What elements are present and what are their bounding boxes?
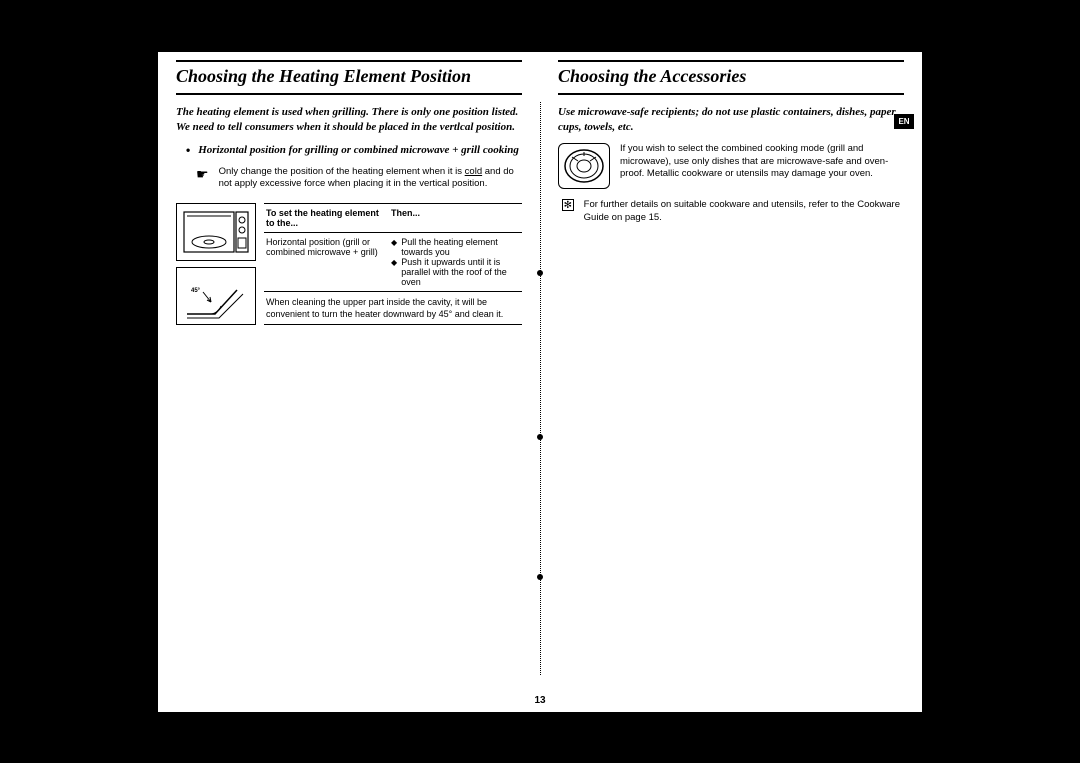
table-cell: ◆Pull the heating element towards you ◆P…: [391, 237, 520, 287]
list-item: ◆Pull the heating element towards you: [391, 237, 520, 257]
right-intro: Use microwave-safe recipients; do not us…: [558, 105, 904, 135]
table-row: Horizontal position (grill or combined m…: [264, 233, 522, 291]
diamond-bullet-icon: ◆: [391, 237, 397, 257]
bullet-marker: •: [186, 143, 190, 158]
column-divider: [540, 102, 541, 675]
hand-icon: ☛: [196, 166, 209, 192]
table-footer: When cleaning the upper part inside the …: [264, 292, 522, 324]
diamond-bullet-icon: ◆: [391, 257, 397, 287]
note-text-pre: Only change the position of the heating …: [219, 166, 465, 177]
angle-illustration-icon: 45°: [181, 272, 251, 320]
left-title: Choosing the Heating Element Position: [176, 64, 522, 89]
rule: [176, 60, 522, 62]
language-tab: EN: [894, 114, 914, 129]
table-header-1: To set the heating element to the...: [266, 208, 385, 228]
angle-label: 45°: [191, 288, 201, 294]
note-text: Only change the position of the heating …: [219, 166, 522, 192]
list-text: Push it upwards until it is parallel wit…: [401, 257, 520, 287]
table-header-2: Then...: [391, 208, 520, 228]
left-column: Choosing the Heating Element Position Th…: [158, 52, 540, 695]
note-cold: cold: [465, 166, 482, 177]
table-cell: Horizontal position (grill or combined m…: [266, 237, 385, 287]
reference-row: ✻ For further details on suitable cookwa…: [562, 199, 904, 225]
plate-text: If you wish to select the combined cooki…: [620, 143, 904, 189]
figure-angle: 45°: [176, 267, 256, 325]
table-header-row: To set the heating element to the... The…: [264, 204, 522, 232]
turntable-plate-icon: [562, 147, 606, 185]
figures: 45°: [176, 203, 256, 331]
right-title: Choosing the Accessories: [558, 64, 904, 89]
rule: [176, 93, 522, 95]
table-rule: [264, 324, 522, 325]
figure-microwave: [176, 203, 256, 261]
plate-block: If you wish to select the combined cooki…: [558, 143, 904, 189]
reference-star-icon: ✻: [562, 199, 574, 211]
bullet-item: • Horizontal position for grilling or co…: [186, 143, 522, 158]
list-text: Pull the heating element towards you: [401, 237, 520, 257]
divider-dot: [537, 434, 543, 440]
right-column: Choosing the Accessories Use microwave-s…: [540, 52, 922, 695]
table-area: 45° To set the heating element to the...…: [176, 203, 522, 331]
left-intro: The heating element is used when grillin…: [176, 105, 522, 135]
manual-page: EN Choosing the Heating Element Position…: [158, 52, 922, 712]
divider-dot: [537, 270, 543, 276]
instruction-table: To set the heating element to the... The…: [264, 203, 522, 331]
note-row: ☛ Only change the position of the heatin…: [196, 166, 522, 192]
columns: EN Choosing the Heating Element Position…: [158, 52, 922, 695]
page-number: 13: [158, 695, 922, 712]
rule: [558, 60, 904, 62]
rule: [558, 93, 904, 95]
divider-dot: [537, 574, 543, 580]
reference-text: For further details on suitable cookware…: [584, 199, 904, 225]
plate-icon: [558, 143, 610, 189]
list-item: ◆Push it upwards until it is parallel wi…: [391, 257, 520, 287]
microwave-illustration-icon: [181, 208, 251, 256]
bullet-text: Horizontal position for grilling or comb…: [198, 143, 519, 158]
